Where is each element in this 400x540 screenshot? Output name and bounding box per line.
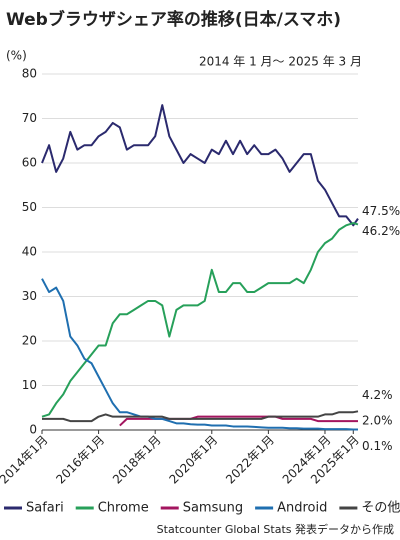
y-tick-label: 0 (29, 423, 37, 437)
series-line (41, 104, 359, 227)
y-tick-label: 50 (22, 200, 37, 214)
series-line (42, 410, 359, 423)
y-tick-label: 30 (22, 289, 37, 303)
y-tick-label: 40 (22, 245, 37, 259)
source: Statcounter Global Stats 発表データから作成 (157, 522, 394, 536)
value-label: 0.1% (362, 439, 393, 453)
y-tick-label: 20 (22, 334, 37, 348)
legend-label: Chrome (98, 501, 149, 516)
value-label: 47.5% (362, 204, 400, 218)
legend-label: Android (277, 501, 327, 516)
series-line (41, 278, 358, 431)
value-label: 4.2% (362, 388, 393, 402)
x-tick-label: 2018年1月 (110, 433, 164, 487)
x-tick-label: 2020年1月 (167, 433, 221, 487)
chart-title: Webブラウザシェア率の推移(日本/スマホ) (6, 9, 341, 30)
legend-label: その他 (361, 501, 400, 516)
value-label: 46.2% (362, 224, 400, 238)
y-tick-label: 80 (22, 67, 37, 81)
x-tick-label: 2016年1月 (53, 433, 107, 487)
series-line (41, 222, 359, 418)
chart-subtitle: 2014 年 1 月〜 2025 年 3 月 (199, 55, 362, 69)
x-tick-label: 2022年1月 (223, 433, 277, 487)
y-axis-label: (%) (6, 49, 27, 63)
legend-label: Samsung (183, 501, 243, 516)
y-tick-label: 70 (22, 111, 37, 125)
legend-label: Safari (26, 501, 64, 516)
value-label: 2.0% (362, 414, 393, 428)
y-tick-label: 10 (22, 378, 37, 392)
y-tick-label: 60 (22, 156, 37, 170)
x-tick-label: 2014年1月 (0, 433, 51, 487)
